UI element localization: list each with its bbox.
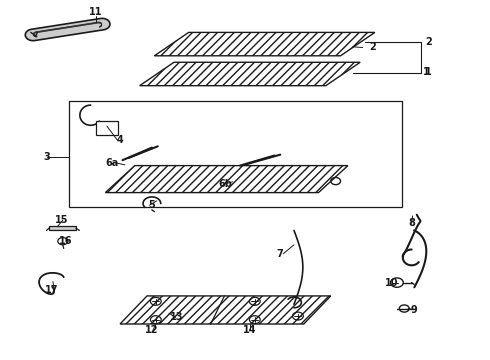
- Text: 16: 16: [59, 236, 73, 246]
- Text: 8: 8: [408, 218, 415, 228]
- Text: 14: 14: [243, 325, 257, 336]
- Text: 10: 10: [385, 278, 399, 288]
- Text: 11: 11: [89, 6, 102, 17]
- Text: 4: 4: [117, 135, 123, 145]
- Text: 17: 17: [45, 285, 58, 295]
- Text: 1: 1: [423, 67, 430, 77]
- Text: 9: 9: [411, 305, 417, 315]
- Text: 6b: 6b: [219, 179, 232, 189]
- Text: 15: 15: [54, 215, 68, 225]
- Text: 2: 2: [425, 37, 432, 47]
- Text: 1: 1: [425, 67, 432, 77]
- Text: 6a: 6a: [105, 158, 119, 168]
- Text: 12: 12: [145, 325, 159, 336]
- Bar: [69, 101, 402, 207]
- Text: 7: 7: [276, 249, 283, 259]
- Text: 2: 2: [369, 42, 376, 52]
- Bar: [96, 121, 118, 135]
- Text: 5: 5: [148, 200, 155, 210]
- Polygon shape: [49, 226, 76, 230]
- Polygon shape: [25, 18, 110, 41]
- Polygon shape: [140, 62, 360, 86]
- Polygon shape: [105, 166, 348, 193]
- Text: 3: 3: [43, 152, 50, 162]
- Polygon shape: [154, 32, 375, 56]
- Polygon shape: [120, 296, 331, 324]
- Text: 13: 13: [170, 312, 183, 322]
